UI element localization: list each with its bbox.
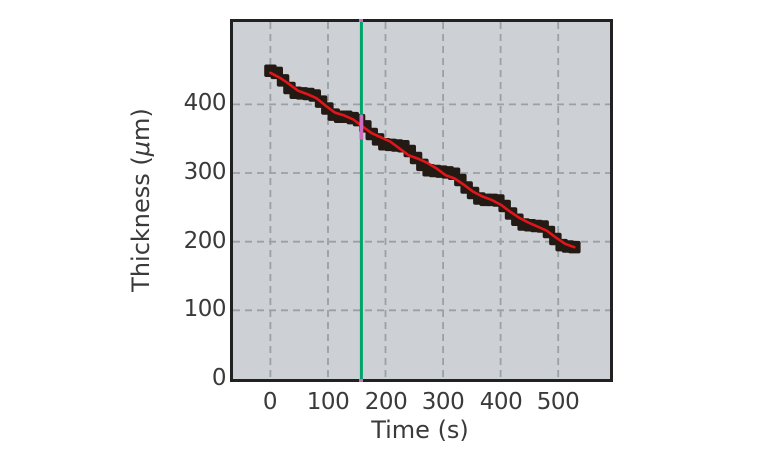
x-tick-label: 400 (479, 389, 523, 415)
mu-symbol: μ (127, 140, 155, 157)
cursor-highlight (359, 114, 364, 140)
x-tick-label: 300 (421, 389, 465, 415)
y-tick-label: 0 (211, 365, 227, 391)
x-tick-label: 0 (262, 389, 278, 415)
y-tick-label: 400 (183, 90, 227, 116)
plot-area (230, 19, 613, 382)
y-tick-label: 300 (183, 159, 227, 185)
x-tick-label: 200 (364, 389, 408, 415)
cursor-cap-bottom (359, 379, 364, 382)
chart-canvas (233, 22, 610, 379)
cursor-cap-top (359, 19, 364, 22)
trend-line (269, 71, 576, 249)
x-tick-label: 100 (306, 389, 350, 415)
x-axis-label: Time (s) (371, 416, 469, 444)
x-tick-label: 500 (536, 389, 580, 415)
y-tick-label: 200 (183, 228, 227, 254)
y-tick-label: 100 (183, 296, 227, 322)
